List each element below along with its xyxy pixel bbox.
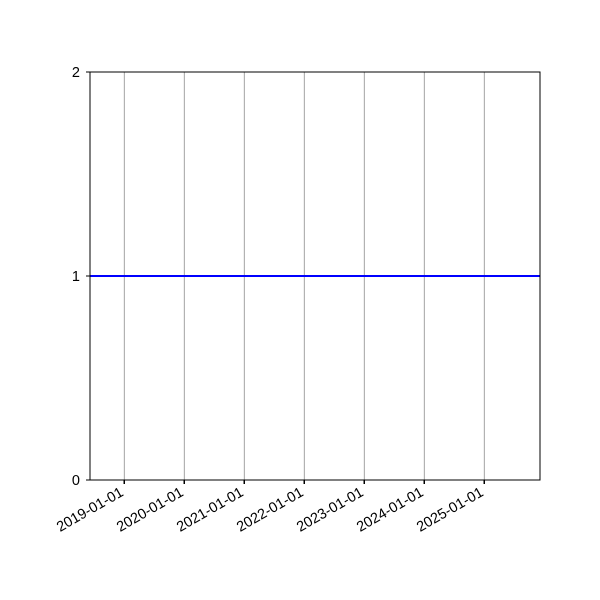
svg-text:2020-01-01: 2020-01-01	[114, 485, 186, 536]
svg-text:2019-01-01: 2019-01-01	[54, 485, 126, 536]
svg-text:2022-01-01: 2022-01-01	[234, 485, 306, 536]
svg-text:2021-01-01: 2021-01-01	[174, 485, 246, 536]
svg-text:2023-01-01: 2023-01-01	[294, 485, 366, 536]
svg-text:0: 0	[72, 473, 80, 489]
svg-text:2: 2	[72, 65, 80, 81]
svg-text:2025-01-01: 2025-01-01	[414, 485, 486, 536]
svg-text:1: 1	[72, 269, 80, 285]
svg-text:2024-01-01: 2024-01-01	[354, 485, 426, 536]
